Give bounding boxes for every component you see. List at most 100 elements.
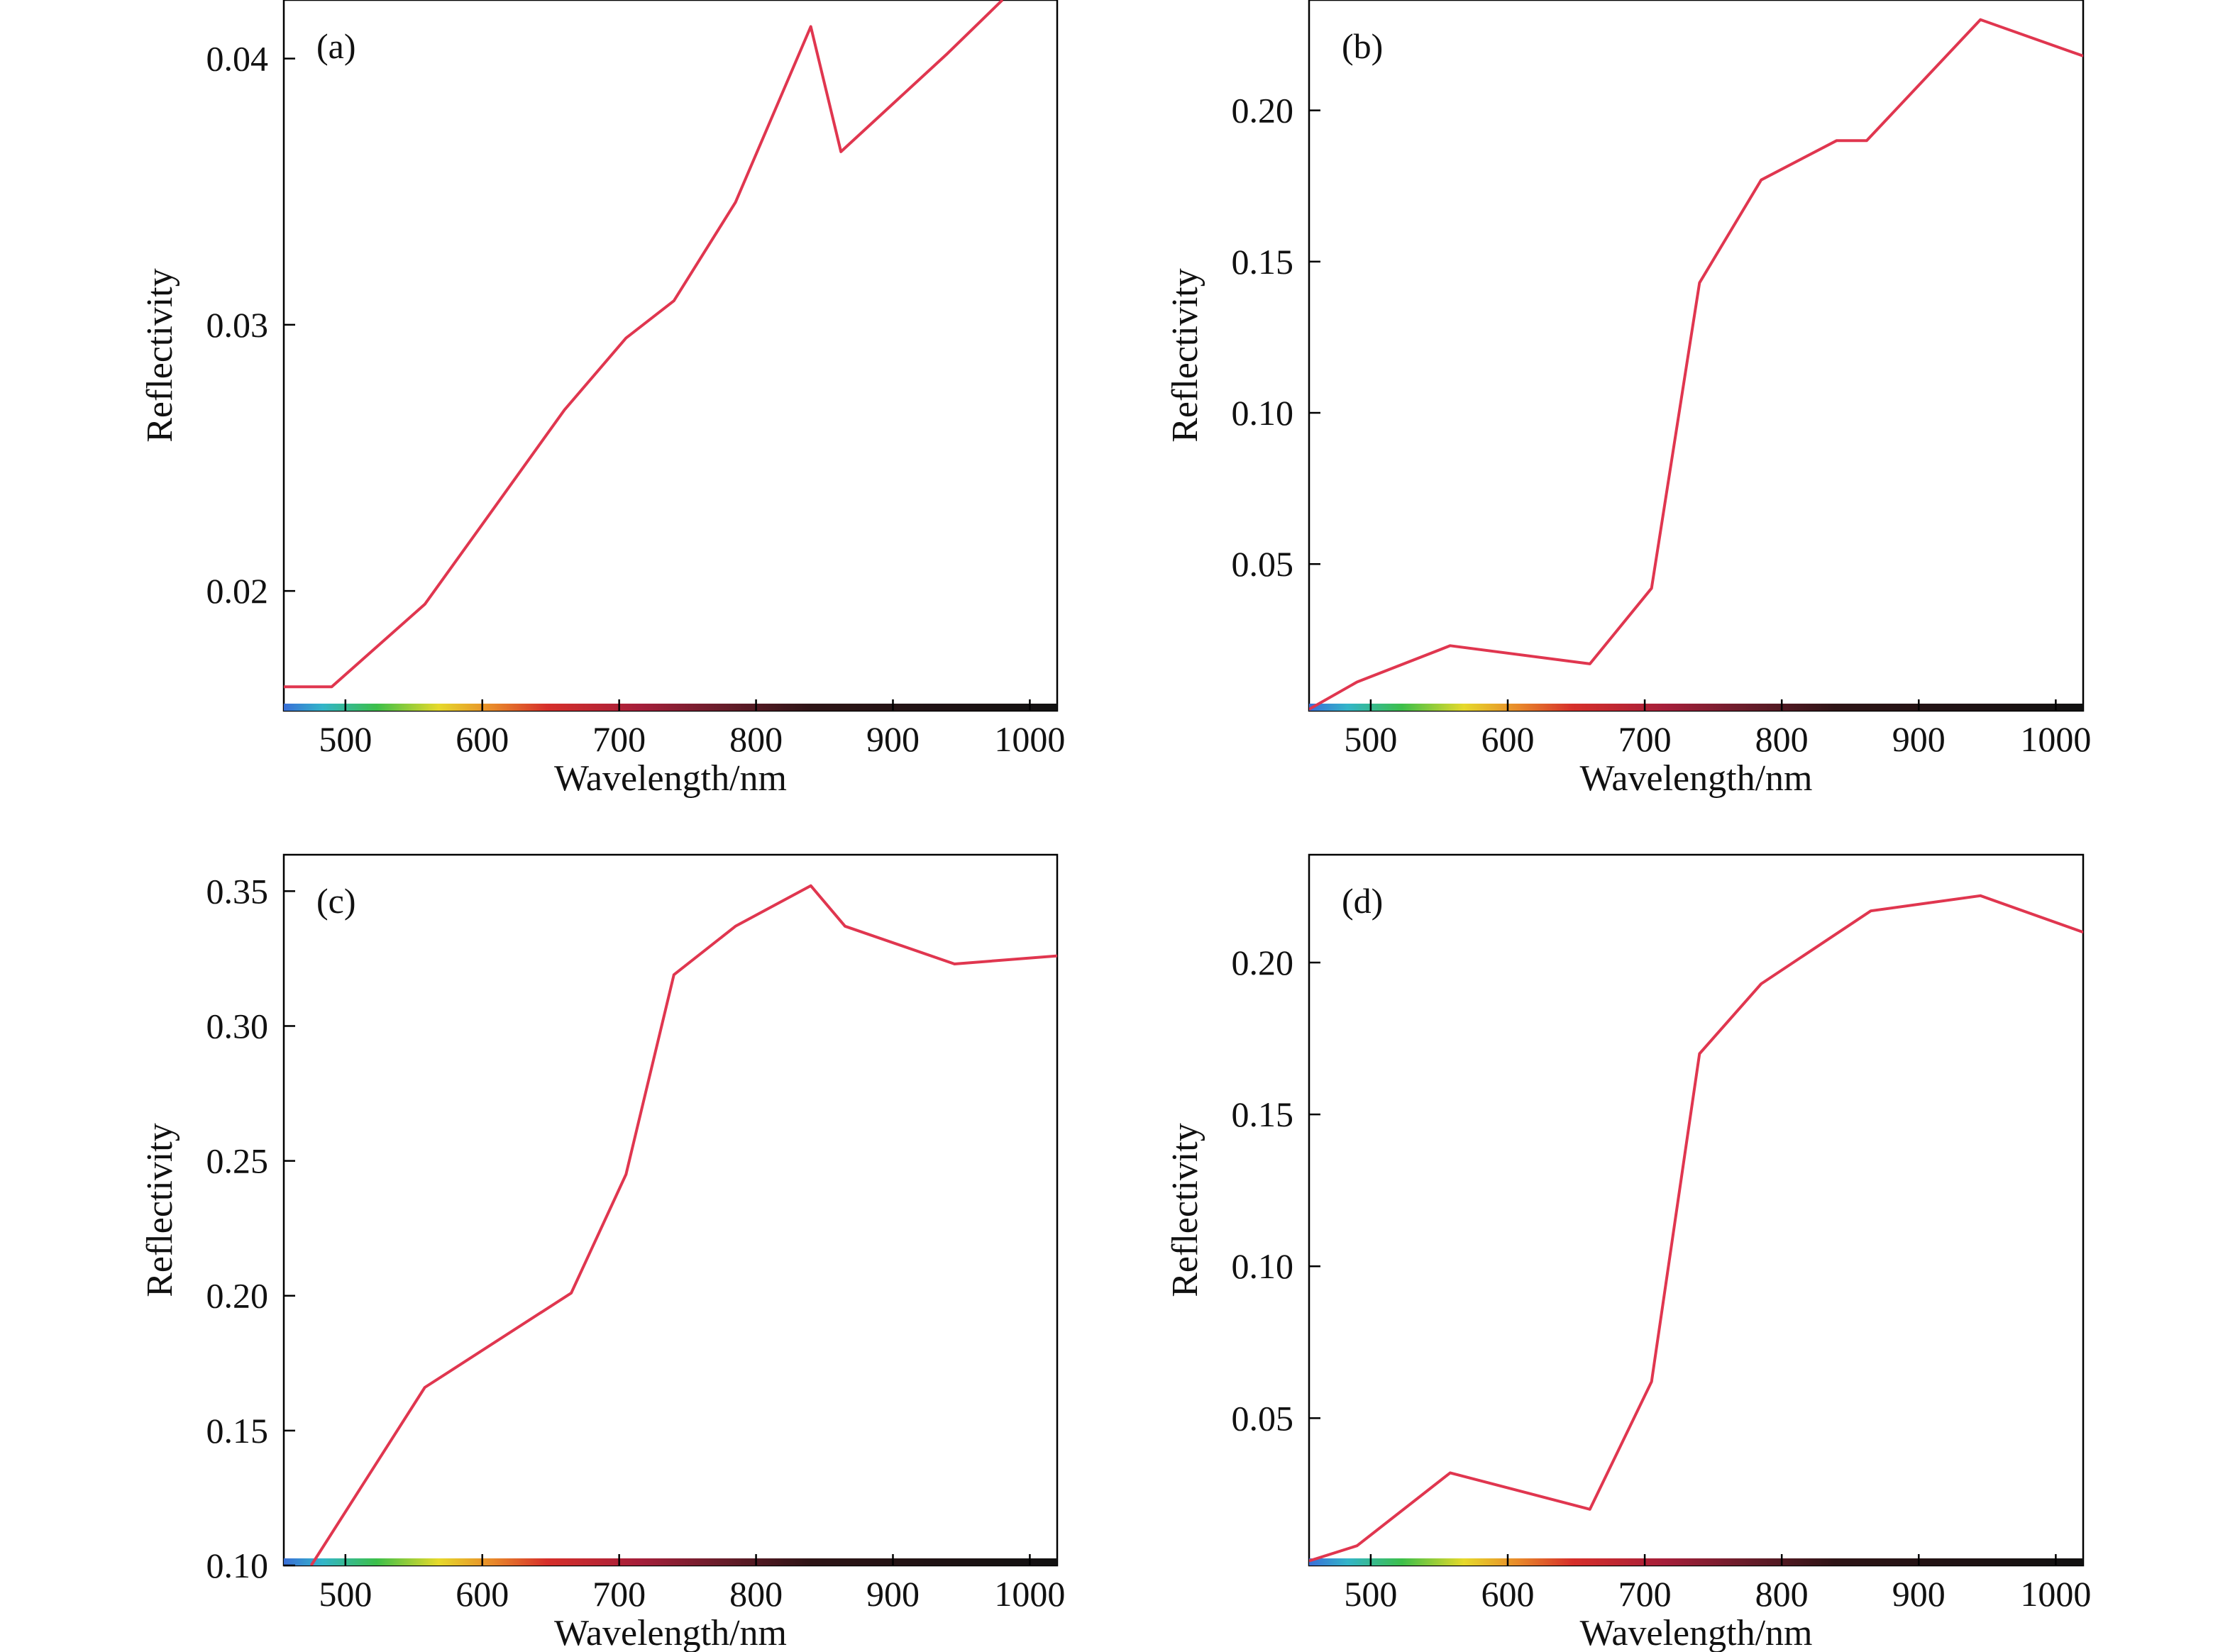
- y-axis-title: Reflectivity: [140, 1123, 180, 1297]
- x-tick-label: 1000: [2020, 1574, 2091, 1614]
- y-tick-label: 0.10: [1232, 1246, 1294, 1286]
- data-point: [1002, 0, 1003, 1]
- y-tick-label: 0.10: [206, 1546, 269, 1585]
- data-point: [1699, 282, 1701, 284]
- x-tick-label: 500: [319, 719, 372, 759]
- data-point: [311, 1565, 312, 1566]
- y-tick-label: 0.35: [206, 871, 269, 911]
- y-tick-label: 0.03: [206, 305, 269, 345]
- y-axis-title: Reflectivity: [1165, 268, 1205, 442]
- series-line: [284, 0, 1004, 689]
- x-tick-label: 900: [866, 1574, 920, 1614]
- data-point: [1450, 645, 1451, 647]
- series-line: [1309, 894, 2083, 1563]
- y-tick-label: 0.15: [1232, 242, 1294, 282]
- x-axis-title: Wavelength/nm: [1580, 1613, 1813, 1652]
- x-tick-label: 500: [1344, 719, 1397, 759]
- x-axis-title: Wavelength/nm: [554, 758, 787, 799]
- data-point: [947, 52, 949, 54]
- data-point: [481, 523, 483, 526]
- x-tick-label: 500: [1344, 1574, 1397, 1614]
- x-tick-label: 800: [1755, 719, 1809, 759]
- x-tick-label: 600: [1481, 1574, 1534, 1614]
- chart-panel-a: 0.02 0.03 0.04 500 600 700 800 900 1000 Wavelengt…: [140, 0, 1065, 799]
- data-point: [1870, 910, 1872, 911]
- y-tick-label: 0.04: [206, 39, 269, 79]
- data-point: [1980, 895, 1981, 897]
- plot-frame: [1308, 853, 2085, 1567]
- data-point: [673, 974, 675, 975]
- data-point: [1356, 681, 1358, 683]
- data-point: [810, 26, 812, 28]
- plot-frame: [1308, 0, 2085, 712]
- y-axis-title: Reflectivity: [140, 268, 180, 442]
- x-tick-label: 700: [592, 719, 646, 759]
- x-axis-title: Wavelength/nm: [554, 1613, 787, 1652]
- data-point: [1760, 983, 1762, 985]
- plot-frame: [282, 0, 1059, 712]
- x-tick-label: 800: [1755, 1574, 1809, 1614]
- data-point: [1309, 1560, 1310, 1562]
- data-point: [331, 686, 333, 687]
- spectrum-color-bar: [1309, 1558, 2083, 1565]
- data-point: [810, 885, 812, 887]
- panel-label: (b): [1342, 26, 1383, 66]
- y-tick-label: 0.30: [206, 1006, 269, 1046]
- data-point: [1589, 663, 1591, 665]
- data-point: [734, 201, 736, 204]
- y-tick-label: 0.05: [1232, 544, 1294, 584]
- data-point: [1589, 1509, 1591, 1510]
- data-point: [563, 409, 565, 411]
- y-tick-label: 0.10: [1232, 393, 1294, 433]
- series-line: [1309, 18, 2083, 711]
- x-tick-label: 900: [866, 719, 920, 759]
- y-axis-title: Reflectivity: [1165, 1123, 1205, 1297]
- y-tick-label: 0.20: [1232, 943, 1294, 982]
- x-tick-label: 600: [456, 1574, 509, 1614]
- y-tick-label: 0.20: [1232, 91, 1294, 131]
- chart-panel-d: 0.05 0.10 0.15 0.20 500 600 700 800 900 1000 Wavel…: [1165, 853, 2091, 1652]
- data-point: [1866, 140, 1867, 142]
- data-point: [1650, 1381, 1652, 1382]
- data-point: [2082, 931, 2083, 933]
- x-tick-label: 600: [1481, 719, 1534, 759]
- data-point: [1356, 1545, 1358, 1546]
- data-point: [625, 1173, 627, 1175]
- spectrum-color-bar: [1309, 704, 2083, 711]
- x-tick-label: 500: [319, 1574, 372, 1614]
- y-tick-label: 0.15: [206, 1411, 269, 1451]
- data-point: [1980, 18, 1981, 21]
- x-tick-label: 900: [1892, 1574, 1946, 1614]
- x-axis-title: Wavelength/nm: [1580, 758, 1813, 799]
- data-point: [1699, 1053, 1701, 1055]
- data-point: [625, 337, 627, 339]
- spectrum-color-bar: [284, 704, 1057, 711]
- series-line: [309, 884, 1057, 1565]
- data-point: [1650, 587, 1652, 589]
- data-point: [1760, 179, 1762, 181]
- data-point: [1056, 955, 1057, 957]
- y-tick-label: 0.05: [1232, 1398, 1294, 1438]
- chart-panel-b: 0.05 0.10 0.15 0.20 500 600 700 800 900 1000 Wavel…: [1165, 0, 2091, 799]
- data-point: [1836, 140, 1838, 142]
- x-tick-label: 600: [456, 719, 509, 759]
- data-point: [424, 604, 426, 605]
- panels-layer: 0.02 0.03 0.04 500 600 700 800 900 1000 Wavelengt…: [140, 0, 2091, 1652]
- data-point: [954, 963, 956, 965]
- x-tick-label: 700: [1618, 719, 1672, 759]
- data-point: [424, 1387, 426, 1388]
- data-point: [844, 926, 846, 927]
- panel-label: (c): [316, 881, 356, 921]
- x-tick-label: 700: [1618, 1574, 1672, 1614]
- y-tick-label: 0.25: [206, 1141, 269, 1181]
- x-tick-label: 1000: [2020, 719, 2091, 759]
- data-point: [284, 686, 285, 687]
- chart-panel-c: 0.10 0.15 0.20 0.25 0.30 0.35 500 600 700 800 900 1…: [140, 853, 1065, 1652]
- x-tick-label: 700: [592, 1574, 646, 1614]
- data-point: [673, 300, 675, 301]
- x-tick-label: 800: [729, 719, 783, 759]
- data-point: [1309, 709, 1310, 710]
- panel-label: (a): [316, 26, 356, 66]
- data-point: [1450, 1472, 1451, 1474]
